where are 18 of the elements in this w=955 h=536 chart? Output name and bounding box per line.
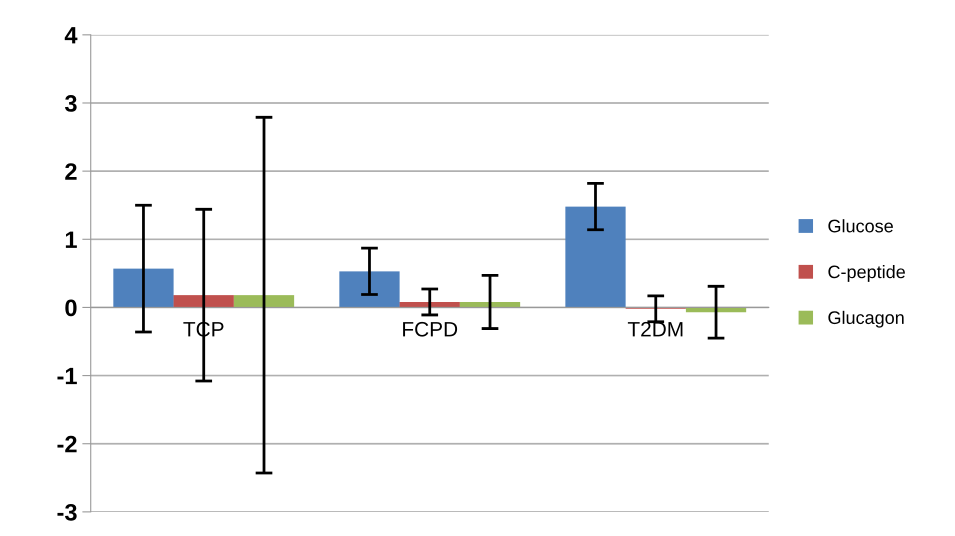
y-tick-label: -1 bbox=[57, 368, 77, 384]
x-tick-label: FCPD bbox=[403, 322, 458, 337]
bar bbox=[113, 268, 174, 308]
bar bbox=[234, 295, 294, 308]
y-tick-label: 1 bbox=[66, 232, 77, 248]
legend-label: Glucose bbox=[828, 219, 893, 232]
bar bbox=[565, 206, 626, 308]
y-tick-label: 3 bbox=[64, 95, 77, 112]
bar bbox=[339, 271, 400, 308]
y-tick-label: 2 bbox=[65, 163, 77, 180]
legend-label: C-peptide bbox=[828, 264, 905, 282]
x-tick-label: T2DM bbox=[628, 322, 682, 336]
y-tick-label: -2 bbox=[57, 436, 77, 452]
y-tick-label: 4 bbox=[64, 27, 78, 44]
bar bbox=[174, 295, 234, 308]
y-tick-label: 0 bbox=[65, 300, 77, 316]
y-tick-label: -3 bbox=[57, 504, 77, 521]
legend-label: Glucagon bbox=[828, 310, 904, 328]
